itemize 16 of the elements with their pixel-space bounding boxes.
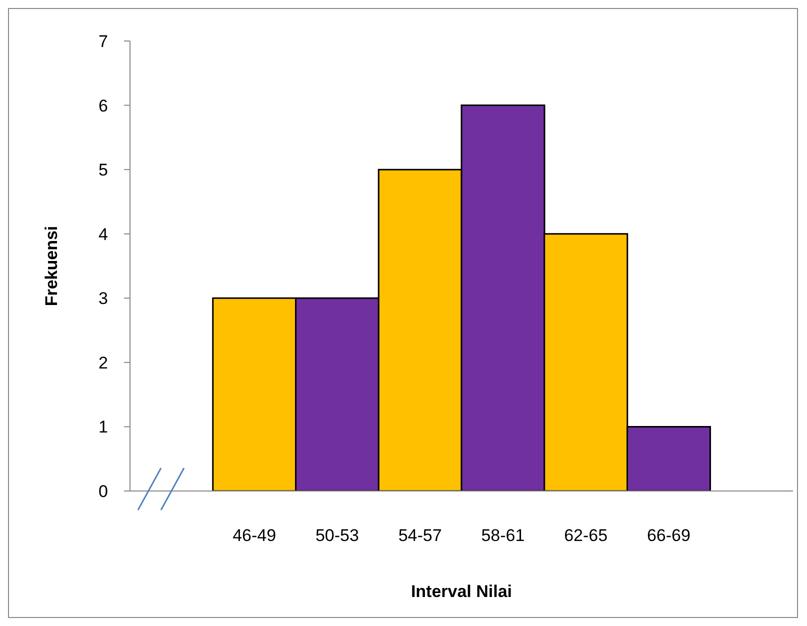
- y-axis-title: Frekuensi: [42, 226, 62, 306]
- x-tick-label: 54-57: [398, 526, 442, 546]
- x-tick-label: 66-69: [646, 526, 690, 546]
- y-tick-label: 0: [98, 482, 108, 502]
- y-tick-label: 1: [98, 418, 108, 437]
- x-axis-title: Interval Nilai: [410, 582, 512, 601]
- x-tick-label: 50-53: [315, 526, 359, 546]
- y-tick-label: 2: [98, 353, 108, 372]
- y-tick-label: 6: [98, 96, 108, 116]
- y-tick-label: 3: [98, 289, 108, 308]
- x-tick-label: 62-65: [564, 526, 608, 546]
- y-tick-label: 4: [98, 224, 108, 244]
- y-tick-label: 7: [98, 32, 108, 52]
- x-tick-label: 58-61: [481, 526, 525, 546]
- x-tick-label: 46-49: [232, 526, 276, 546]
- y-tick-label: 5: [98, 160, 108, 180]
